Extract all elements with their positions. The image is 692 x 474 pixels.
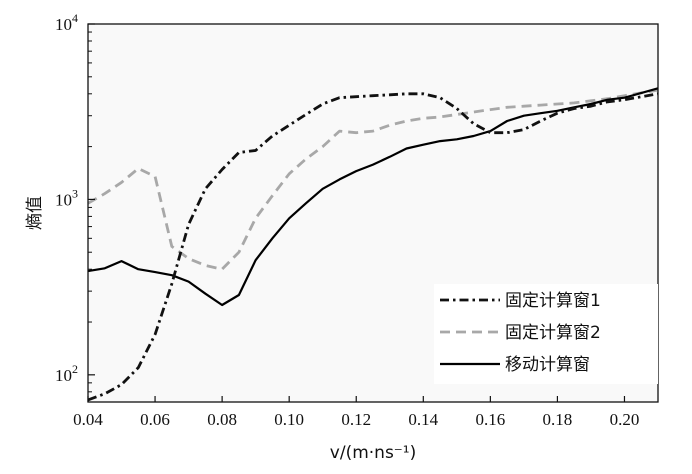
series-line-1 [87,92,659,402]
y-tick-label: 103 [55,186,78,209]
series-layer [87,87,659,402]
legend-label-series-2: 固定计算窗2 [505,323,601,343]
x-axis-title: v/(m·ns⁻¹) [330,443,416,463]
x-tick-label: 0.06 [140,410,170,429]
x-tick-label: 0.12 [341,410,371,429]
x-tick-label: 0.16 [475,410,505,429]
x-tick-label: 0.20 [610,410,640,429]
x-tick-label: 0.04 [73,410,103,429]
y-axis: 102 103 104 [55,11,95,393]
legend-box [434,284,658,384]
x-tick-label: 0.10 [274,410,304,429]
x-axis: 0.04 0.06 0.08 0.10 0.12 0.14 0.16 0.18 0.20 [73,396,639,429]
y-axis-title: 熵值 [25,196,45,230]
y-tick-label: 104 [55,11,78,34]
x-tick-label: 0.14 [408,410,438,429]
y-tick-label: 102 [55,362,78,385]
legend-label-series-1: 固定计算窗1 [505,291,601,311]
x-tick-label: 0.18 [543,410,573,429]
x-tick-label: 0.08 [207,410,237,429]
legend: 固定计算窗1 固定计算窗2 移动计算窗 [434,284,658,384]
series-line-3 [87,87,659,307]
legend-label-series-3: 移动计算窗 [505,355,590,375]
plot-frame [87,23,659,403]
